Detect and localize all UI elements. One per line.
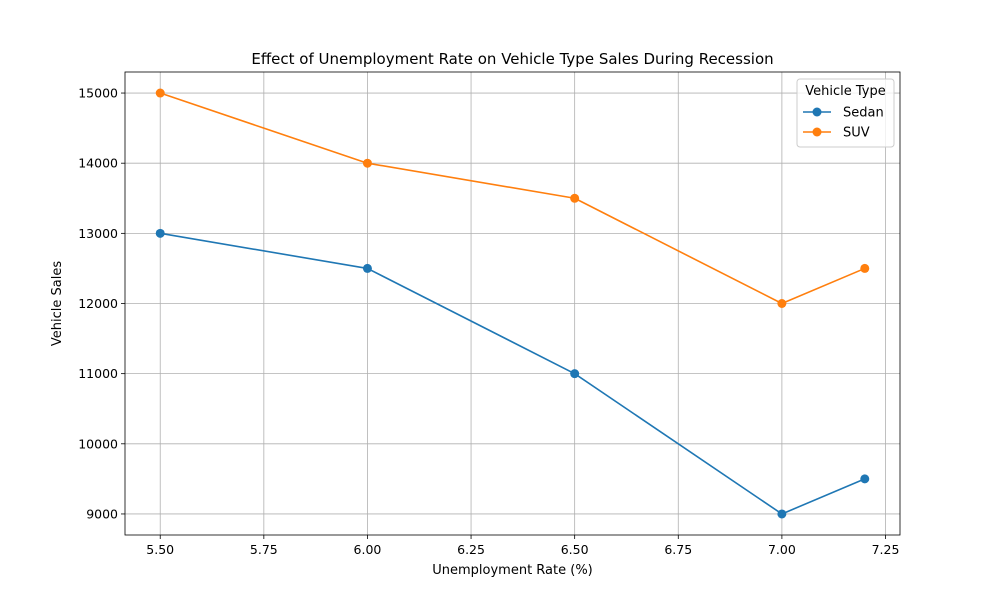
axis-ticks: 5.50 5.75 6.00 6.25 6.50 6.75 7.00 7.25 9000 1000…	[78, 86, 899, 557]
y-tick-label: 15000	[78, 86, 118, 101]
legend: Vehicle Type Sedan SUV	[796, 78, 895, 148]
legend-swatch-marker	[812, 127, 822, 137]
legend-label: Sedan	[843, 106, 884, 121]
x-tick-label: 6.00	[354, 542, 382, 557]
y-tick-label: 11000	[78, 366, 118, 381]
legend-label: SUV	[843, 126, 870, 141]
series-suv	[155, 88, 870, 308]
data-point-sedan	[362, 263, 372, 273]
y-tick-label: 10000	[78, 436, 118, 451]
data-point-suv	[777, 299, 787, 308]
data-point-suv	[155, 88, 165, 98]
legend-item-suv: SUV	[803, 126, 870, 141]
series-layer	[155, 88, 870, 519]
x-tick-label: 5.75	[250, 542, 278, 557]
grid	[125, 72, 900, 535]
x-tick-label: 6.75	[664, 542, 692, 557]
chart-title: Effect of Unemployment Rate on Vehicle T…	[251, 50, 773, 68]
legend-box	[796, 78, 895, 148]
y-tick-label: 9000	[86, 506, 118, 521]
x-tick-label: 7.00	[768, 542, 796, 557]
y-tick-label: 13000	[78, 226, 118, 241]
x-tick-label: 5.50	[146, 542, 174, 557]
legend-entries: Sedan SUV	[803, 106, 884, 141]
x-axis-label: Unemployment Rate (%)	[432, 563, 593, 578]
y-tick-label: 12000	[78, 296, 118, 311]
data-point-suv	[570, 193, 580, 203]
y-axis-label: Vehicle Sales	[50, 261, 65, 346]
data-point-sedan	[860, 474, 870, 484]
legend-swatch-marker	[812, 107, 822, 117]
legend-title: Vehicle Type	[805, 84, 885, 99]
x-tick-label: 6.50	[561, 542, 589, 557]
x-tick-label: 7.25	[872, 542, 900, 557]
data-point-suv	[362, 158, 372, 168]
data-point-sedan	[777, 509, 787, 519]
data-point-sedan	[155, 228, 165, 238]
data-point-sedan	[570, 369, 580, 379]
y-tick-label: 14000	[78, 156, 118, 171]
x-tick-label: 6.25	[457, 542, 485, 557]
legend-item-sedan: Sedan	[803, 106, 884, 121]
series-sedan	[155, 228, 870, 519]
data-point-suv	[860, 263, 870, 273]
